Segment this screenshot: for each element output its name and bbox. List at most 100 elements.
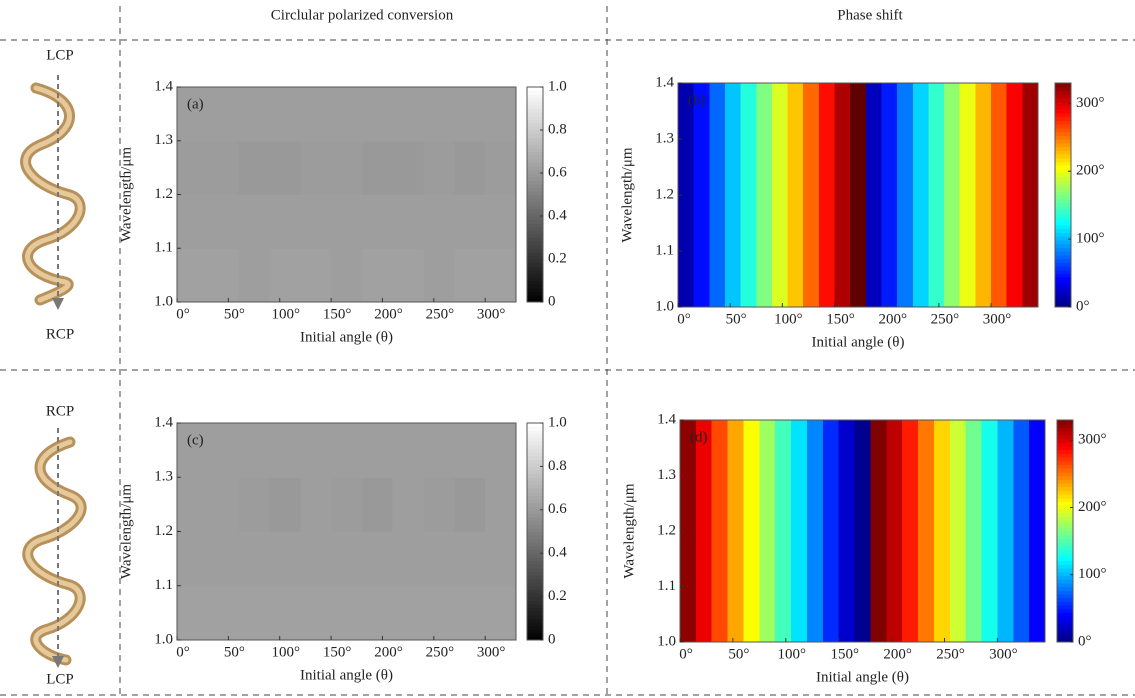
y-axis-label: Wavelength/μm [621, 483, 637, 578]
colorbar-slice [527, 169, 543, 174]
heatmap-cell [392, 194, 425, 249]
colorbar-slice [1055, 224, 1071, 230]
x-tick-label: 300° [983, 311, 1012, 327]
colorbar-slice [527, 423, 543, 428]
colorbar-slice [1055, 168, 1071, 174]
heatmap-cell [269, 140, 301, 196]
heatmap-cell [361, 531, 394, 587]
colorbar-slice [1057, 445, 1073, 451]
colorbar-slice [1055, 228, 1071, 233]
y-tick-label: 1.0 [657, 633, 676, 649]
colorbar-slice [1057, 590, 1073, 595]
heatmap-cell [300, 423, 332, 478]
heatmap-cell [454, 87, 486, 142]
heatmap-cell [485, 248, 517, 303]
heatmap-cell [881, 83, 898, 308]
x-tick-label: 200° [878, 311, 907, 327]
heatmap-cell [454, 423, 486, 478]
heatmap-cell [991, 83, 1008, 308]
heatmap-cell [902, 420, 919, 643]
colorbar-slice [1057, 534, 1073, 539]
colorbar-tick-label: 100° [1076, 231, 1105, 247]
colorbar-slice [527, 190, 543, 196]
colorbar-slice [527, 430, 543, 435]
colorbar-slice [1055, 295, 1071, 301]
colorbar-slice [1055, 209, 1071, 215]
x-tick-label: 200° [883, 646, 912, 662]
colorbar-slice [1055, 243, 1071, 248]
colorbar-slice [527, 509, 543, 515]
colorbar-slice [527, 140, 543, 145]
heatmap-cell [331, 248, 363, 303]
colorbar-slice [527, 520, 543, 525]
colorbar-slice [1055, 247, 1071, 252]
colorbar-slice [1055, 124, 1071, 129]
colorbar-slice [527, 273, 543, 278]
colorbar-slice [1057, 427, 1073, 432]
colorbar-slice [527, 183, 543, 188]
heatmap-cell [886, 420, 903, 643]
heatmap-cell [423, 248, 455, 303]
colorbar-slice [1055, 127, 1071, 133]
colorbar-slice [527, 219, 543, 224]
colorbar-slice [1057, 423, 1073, 428]
heatmap-cell [727, 420, 745, 643]
colorbar-slice [527, 201, 543, 206]
colorbar-slice [1055, 195, 1071, 200]
heatmap-cell [238, 248, 271, 303]
colorbar-slice [1057, 523, 1073, 528]
colorbar-slice [1055, 187, 1071, 192]
colorbar-tick-label: 0.2 [548, 250, 567, 266]
colorbar-slice [1055, 105, 1071, 110]
heatmap-cell [485, 531, 517, 587]
colorbar-tick-label: 0° [1076, 298, 1090, 314]
colorbar-slice [527, 87, 543, 92]
colorbar-slice [1057, 586, 1073, 591]
heatmap-cell [818, 83, 836, 308]
colorbar-slice [527, 223, 543, 228]
x-tick-label: 100° [774, 311, 803, 327]
colorbar-slice [527, 115, 543, 120]
y-tick-label: 1.2 [655, 186, 674, 202]
colorbar-slice [527, 259, 543, 264]
colorbar-slice [527, 441, 543, 446]
colorbar-slice [1055, 303, 1071, 308]
heatmap-cell [331, 423, 363, 478]
colorbar-slice [1057, 464, 1073, 469]
heatmap-cell [775, 420, 792, 643]
colorbar-slice [1055, 90, 1071, 95]
heatmap-cell [177, 248, 209, 303]
colorbar-slice [527, 462, 543, 467]
heatmap-cell [331, 477, 363, 533]
x-tick-label: 150° [323, 644, 352, 660]
colorbar-slice [1057, 486, 1073, 491]
colorbar-slice [527, 237, 543, 242]
heatmap-cell [331, 87, 363, 142]
colorbar-slice [1055, 217, 1071, 222]
colorbar-slice [527, 480, 543, 486]
x-tick-label: 50° [224, 306, 245, 322]
heatmap-cell [269, 248, 301, 303]
y-tick-label: 1.3 [154, 132, 173, 148]
y-tick-label: 1.0 [154, 631, 173, 647]
heatmap-cell [269, 585, 301, 641]
heatmap-cell [724, 83, 742, 308]
colorbar-tick-label: 0° [1078, 633, 1092, 649]
heatmap-cell [238, 194, 271, 249]
heatmap-cell [331, 140, 363, 196]
colorbar-slice [1057, 519, 1073, 525]
heatmap-cell [177, 423, 209, 478]
heatmap-cell [207, 140, 240, 196]
colorbar-slice [527, 122, 543, 128]
colorbar-slice [1057, 564, 1073, 569]
colorbar-slice [1055, 277, 1071, 282]
heatmap-cell [238, 87, 271, 142]
x-tick-label: 300° [477, 306, 506, 322]
colorbar-slice [527, 280, 543, 285]
y-tick-label: 1.1 [154, 240, 173, 256]
heatmap-cell [331, 585, 363, 641]
colorbar-slice [1055, 288, 1071, 293]
heatmap-cell [803, 83, 820, 308]
colorbar-slice [1055, 265, 1071, 271]
colorbar-slice [1057, 460, 1073, 465]
